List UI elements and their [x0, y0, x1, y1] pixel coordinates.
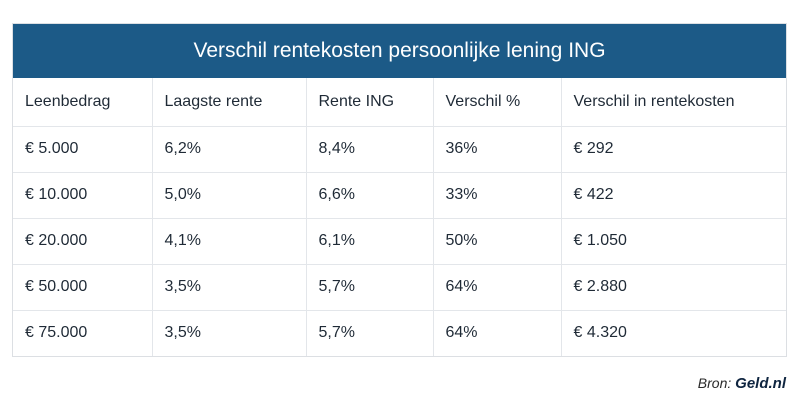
- cell-laagste-rente: 3,5%: [151, 263, 306, 310]
- comparison-table: Leenbedrag Laagste rente Rente ING Versc…: [13, 78, 786, 356]
- cell-laagste-rente: 3,5%: [151, 309, 306, 356]
- cell-verschil-pct: 64%: [432, 263, 561, 310]
- cell-verschil-rentekosten: € 422: [560, 171, 786, 218]
- cell-rente-ing: 5,7%: [305, 309, 433, 356]
- column-header-verschil-pct: Verschil %: [432, 78, 561, 126]
- source-brand: Geld.nl: [735, 375, 786, 392]
- cell-laagste-rente: 5,0%: [151, 171, 306, 218]
- column-header-verschil-rentekosten: Verschil in rentekosten: [560, 78, 786, 126]
- table-row: € 75.000 3,5% 5,7% 64% € 4.320: [13, 309, 786, 356]
- cell-verschil-pct: 36%: [432, 125, 561, 172]
- cell-rente-ing: 6,1%: [305, 217, 433, 264]
- column-header-rente-ing: Rente ING: [305, 78, 433, 126]
- cell-rente-ing: 6,6%: [305, 171, 433, 218]
- source-credit: Bron: Geld.nl: [698, 375, 786, 392]
- table-row: € 10.000 5,0% 6,6% 33% € 422: [13, 171, 786, 218]
- cell-verschil-rentekosten: € 2.880: [560, 263, 786, 310]
- cell-verschil-pct: 33%: [432, 171, 561, 218]
- table-header-row: Leenbedrag Laagste rente Rente ING Versc…: [13, 78, 786, 126]
- table-row: € 50.000 3,5% 5,7% 64% € 2.880: [13, 263, 786, 310]
- column-header-laagste-rente: Laagste rente: [151, 78, 306, 126]
- cell-verschil-rentekosten: € 1.050: [560, 217, 786, 264]
- cell-leenbedrag: € 5.000: [13, 125, 152, 172]
- loan-interest-table-card: Verschil rentekosten persoonlijke lening…: [12, 23, 787, 357]
- table-row: € 20.000 4,1% 6,1% 50% € 1.050: [13, 217, 786, 264]
- table-row: € 5.000 6,2% 8,4% 36% € 292: [13, 125, 786, 172]
- source-label: Bron:: [697, 375, 732, 391]
- cell-laagste-rente: 6,2%: [151, 125, 306, 172]
- cell-verschil-rentekosten: € 4.320: [560, 309, 786, 356]
- cell-rente-ing: 5,7%: [305, 263, 433, 310]
- cell-leenbedrag: € 20.000: [13, 217, 152, 264]
- table-title: Verschil rentekosten persoonlijke lening…: [13, 24, 786, 78]
- cell-verschil-pct: 64%: [432, 309, 561, 356]
- cell-rente-ing: 8,4%: [305, 125, 433, 172]
- cell-leenbedrag: € 10.000: [13, 171, 152, 218]
- column-header-leenbedrag: Leenbedrag: [25, 92, 111, 110]
- cell-laagste-rente: 4,1%: [151, 217, 306, 264]
- cell-leenbedrag: € 50.000: [13, 263, 152, 310]
- cell-leenbedrag: € 75.000: [13, 309, 152, 356]
- cell-verschil-pct: 50%: [432, 217, 561, 264]
- cell-verschil-rentekosten: € 292: [560, 125, 786, 172]
